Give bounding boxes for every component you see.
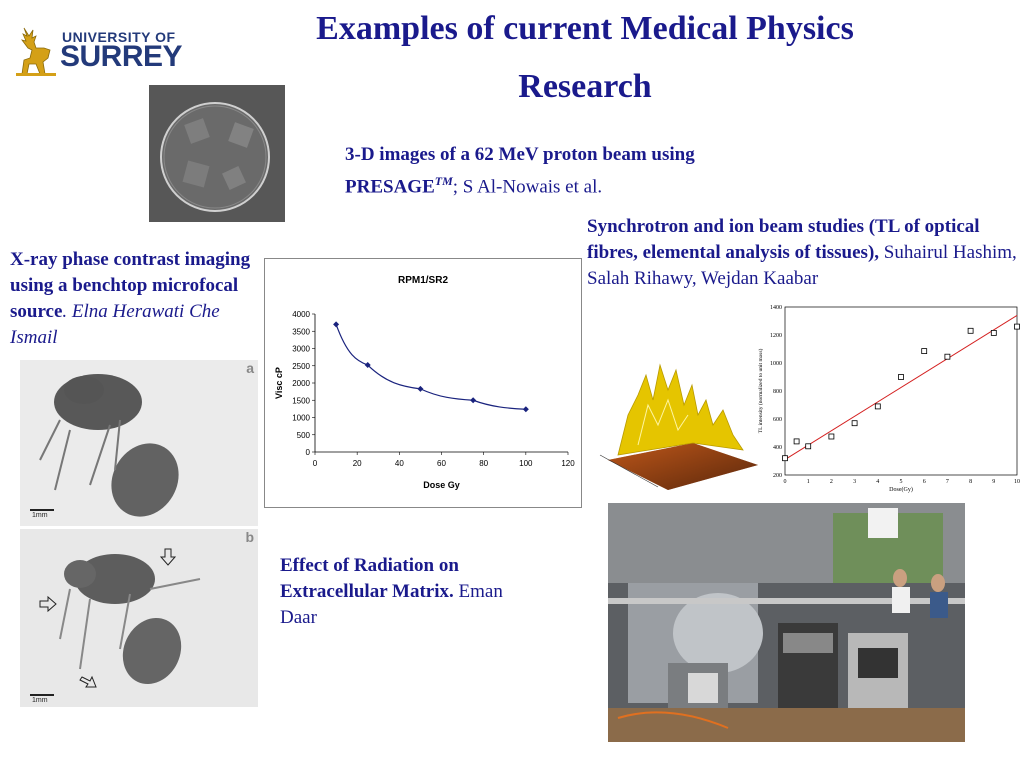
- chart1-ytick-label: 3500: [292, 327, 310, 336]
- chart2-ytick-label: 1000: [770, 361, 782, 367]
- xray-caption: X-ray phase contrast imaging using a ben…: [10, 247, 268, 351]
- xray-label-b: b: [245, 529, 254, 545]
- presage-caption-sup: TM: [434, 174, 453, 188]
- chart2-ytick-label: 800: [773, 389, 782, 395]
- logo-line2: SURREY: [60, 40, 183, 73]
- chart2-xtick-label: 3: [853, 479, 856, 485]
- stag-icon: [16, 27, 56, 76]
- xray-image-a: a 1mm: [20, 360, 258, 526]
- chart1-ytick-label: 1500: [292, 396, 310, 405]
- chart2-fit-line: [784, 314, 1018, 461]
- chart1-xtick-label: 40: [395, 459, 404, 468]
- chart2-plot-frame: [784, 306, 1018, 476]
- chart2-point: [782, 455, 788, 462]
- chart2-point: [805, 443, 812, 450]
- chart2-xtick-label: 1: [807, 479, 810, 485]
- xray-label-a: a: [246, 360, 254, 376]
- chart2-xtick-label: 0: [784, 479, 787, 485]
- ecm-caption-rest: Eman Daar: [280, 581, 503, 628]
- chart2-point: [828, 433, 835, 440]
- chart2-ytick-label: 1400: [770, 305, 782, 311]
- viscosity-chart-svg: RPM1/SR205001000150020002500300035004000…: [274, 275, 575, 490]
- chart1-point: [522, 406, 529, 413]
- viscosity-chart: RPM1/SR2 0 500 1000 1500 2000 2500 3000 3500 4000…: [264, 258, 582, 508]
- chart2-point: [990, 329, 997, 336]
- presage-caption-rest: ; S Al-Nowais et al.: [452, 176, 603, 198]
- ecm-caption-bold: Effect of Radiation on Extracellular Mat…: [280, 555, 459, 602]
- tl-chart: 200 400 600 800 1000 1200 1400 0 1 2 3 4 5 6 7 8 9 10 Dose…: [752, 302, 1022, 494]
- chart1-point: [364, 362, 371, 369]
- chart1-xlabel: Dose Gy: [423, 480, 460, 490]
- chart1-series-line: [335, 324, 526, 410]
- chart2-ytick-label: 1200: [770, 333, 782, 339]
- chart2-xtick-label: 7: [946, 479, 949, 485]
- ecm-caption: Effect of Radiation on Extracellular Mat…: [280, 553, 520, 631]
- tl-chart-svg: 200 400 600 800 1000 1200 1400 0 1 2 3 4 5 6 7 8 9 10 Dose…: [757, 305, 1020, 493]
- chart1-ylabel: Visc cP: [274, 367, 284, 399]
- chart2-xtick-label: 6: [923, 479, 926, 485]
- chart2-xtick-label: 8: [969, 479, 972, 485]
- chart2-point: [921, 348, 928, 354]
- chart1-xtick-label: 20: [353, 459, 362, 468]
- chart2-xlabel: Dose(Gy): [889, 486, 913, 493]
- chart2-point: [944, 353, 951, 360]
- presage-image: [149, 85, 285, 222]
- chart1-ytick-label: 1000: [292, 414, 310, 423]
- synchrotron-caption-rest: Suhairul Hashim, Salah Rihawy, Wejdan Ka…: [587, 242, 1017, 289]
- chart2-xtick-label: 4: [876, 479, 879, 485]
- chart1-point: [470, 397, 477, 404]
- synchrotron-caption: Synchrotron and ion beam studies (TL of …: [587, 214, 1021, 292]
- chart2-point: [967, 327, 974, 334]
- chart1-ytick-label: 2000: [292, 379, 310, 388]
- chart1-ytick-label: 0: [306, 448, 311, 457]
- chart2-ytick-label: 200: [773, 473, 782, 479]
- chart1-ytick-label: 500: [297, 431, 311, 440]
- chart1-ytick-label: 2500: [292, 362, 310, 371]
- chart2-point: [851, 420, 858, 427]
- lab-photo: [608, 503, 965, 742]
- chart1-point: [417, 385, 424, 392]
- chart2-ylabel: TL intensity (normalized to unit mass): [757, 349, 764, 434]
- university-logo[interactable]: UNIVERSITY OF SURREY: [14, 24, 184, 78]
- synchrotron-caption-bold: Synchrotron and ion beam studies (TL of …: [587, 216, 980, 263]
- logo-line1: UNIVERSITY OF: [62, 29, 176, 45]
- xray-image-b: b 1mm: [20, 529, 258, 707]
- chart2-point: [874, 403, 881, 410]
- chart1-point: [333, 321, 340, 328]
- chart1-xtick-label: 100: [519, 459, 533, 468]
- chart2-xtick-label: 9: [992, 479, 995, 485]
- page-title: Examples of current Medical Physics Rese…: [316, 10, 854, 105]
- chart1-xtick-label: 80: [479, 459, 488, 468]
- presage-caption-bold: 3-D images of a 62 MeV proton beam using…: [345, 144, 695, 198]
- chart2-point: [898, 374, 904, 380]
- xray-scale-b: 1mm: [32, 697, 48, 704]
- chart2-point: [1014, 323, 1020, 330]
- presage-caption: 3-D images of a 62 MeV proton beam using…: [345, 142, 785, 200]
- chart2-xtick-label: 10: [1014, 479, 1020, 485]
- chart2-point: [793, 438, 800, 445]
- xray-caption-rest: . Elna Herawati Che Ismail: [10, 301, 220, 348]
- chart2-xtick-label: 5: [900, 479, 903, 485]
- chart2-ytick-label: 600: [773, 417, 782, 423]
- chart1-title: RPM1/SR2: [398, 275, 448, 286]
- chart2-xtick-label: 2: [830, 479, 833, 485]
- xray-caption-bold: X-ray phase contrast imaging using a ben…: [10, 249, 251, 322]
- chart1-ytick-label: 4000: [292, 310, 310, 319]
- chart1-xtick-label: 60: [437, 459, 446, 468]
- chart1-xtick-label: 0: [313, 459, 318, 468]
- chart1-ytick-label: 3000: [292, 345, 310, 354]
- elemental-map-image: [598, 355, 766, 493]
- chart1-xtick-label: 120: [561, 459, 575, 468]
- chart2-ytick-label: 400: [773, 445, 782, 451]
- xray-scale-a: 1mm: [32, 512, 48, 519]
